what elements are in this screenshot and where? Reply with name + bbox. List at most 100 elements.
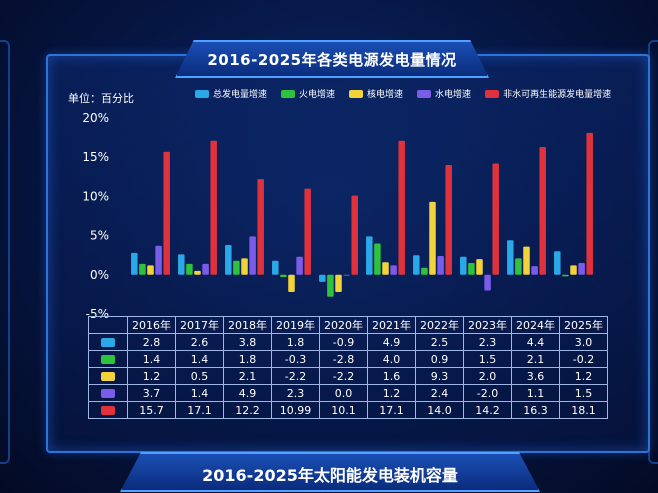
bar-0-2 <box>147 265 154 275</box>
chart-title: 2016-2025年各类电源发电量情况 <box>207 50 457 69</box>
x-tick-label: 2020年 <box>319 316 368 334</box>
data-label: 1.1 <box>511 384 560 402</box>
unit-label: 单位：百分比 <box>68 92 134 105</box>
x-tick-label: 2021年 <box>367 316 416 334</box>
data-label: 16.3 <box>511 401 560 419</box>
bar-4-4 <box>351 195 358 275</box>
data-label: 1.4 <box>175 350 224 368</box>
data-label: -0.3 <box>271 350 320 368</box>
bar-6-3 <box>437 255 444 275</box>
table-row: 1.4 1.4 1.8 -0.3 -2.8 4.0 0.9 1.5 2.1 -0.2 <box>88 350 608 368</box>
table-corner <box>88 316 128 334</box>
data-label: -2.2 <box>271 367 320 385</box>
data-label: 2.5 <box>415 333 464 351</box>
row-key <box>88 350 128 368</box>
bar-8-0 <box>507 240 514 275</box>
legend-swatch <box>485 89 500 98</box>
y-tick-label: 20% <box>82 111 109 125</box>
row-key <box>88 384 128 402</box>
legend-label: 非水可再生能源发电量增速 <box>503 90 612 100</box>
data-label: 4.9 <box>223 384 272 402</box>
bar-5-3 <box>390 265 397 275</box>
data-label: 2.6 <box>175 333 224 351</box>
bar-0-1 <box>139 263 146 275</box>
bar-6-0 <box>413 255 420 275</box>
bar-0-0 <box>131 252 138 275</box>
chart-legend: 总发电量增速 火电增速 核电增速 水电增速 非水可再生能源发电量增速 <box>195 87 611 100</box>
bar-8-1 <box>515 258 522 275</box>
data-label: 1.2 <box>127 367 176 385</box>
bar-2-4 <box>257 179 264 275</box>
table-row: 2.8 2.6 3.8 1.8 -0.9 4.9 2.5 2.3 4.4 3.0 <box>88 333 608 351</box>
y-tick-label: 10% <box>82 189 109 203</box>
bar-2-1 <box>233 260 240 275</box>
legend-item: 非水可再生能源发电量增速 <box>485 87 611 100</box>
data-label: 2.3 <box>463 333 512 351</box>
y-tick-label: 5% <box>90 229 109 243</box>
left-frame-decoration <box>0 40 10 464</box>
bar-8-4 <box>539 147 546 275</box>
row-swatch <box>101 389 115 398</box>
data-label: 12.2 <box>223 401 272 419</box>
legend-label: 总发电量增速 <box>213 90 268 100</box>
bar-9-1 <box>562 274 569 277</box>
table-row: 1.2 0.5 2.1 -2.2 -2.2 1.6 9.3 2.0 3.6 1.2 <box>88 367 608 385</box>
bar-7-4 <box>492 163 499 275</box>
data-label: 4.0 <box>367 350 416 368</box>
x-tick-label: 2022年 <box>415 316 464 334</box>
bar-5-1 <box>374 243 381 275</box>
row-swatch <box>101 406 115 415</box>
data-label: 2.0 <box>463 367 512 385</box>
data-label: -2.2 <box>319 367 368 385</box>
data-label: 17.1 <box>367 401 416 419</box>
data-label: 1.5 <box>463 350 512 368</box>
data-label: 17.1 <box>175 401 224 419</box>
data-label: 1.8 <box>223 350 272 368</box>
data-label: -0.9 <box>319 333 368 351</box>
bar-5-2 <box>382 262 389 275</box>
data-label: 4.9 <box>367 333 416 351</box>
legend-item: 总发电量增速 <box>195 87 267 100</box>
data-label: 1.4 <box>175 384 224 402</box>
bar-1-3 <box>202 263 209 275</box>
legend-swatch <box>281 89 296 98</box>
bar-9-0 <box>554 251 561 275</box>
legend-item: 核电增速 <box>349 87 403 100</box>
bar-4-3 <box>343 274 350 276</box>
legend-label: 核电增速 <box>367 90 404 100</box>
data-label: 1.6 <box>367 367 416 385</box>
data-label: 2.1 <box>511 350 560 368</box>
x-tick-label: 2018年 <box>223 316 272 334</box>
bar-9-2 <box>570 265 577 275</box>
bar-6-4 <box>445 165 452 275</box>
bar-3-0 <box>272 260 279 275</box>
data-label: 14.2 <box>463 401 512 419</box>
bar-2-2 <box>241 258 248 275</box>
data-label: 9.3 <box>415 367 464 385</box>
row-key <box>88 333 128 351</box>
bar-3-4 <box>304 188 311 275</box>
data-label: 18.1 <box>559 401 608 419</box>
legend-label: 水电增速 <box>435 90 472 100</box>
bar-1-2 <box>194 270 201 275</box>
row-swatch <box>101 372 115 381</box>
x-tick-label: 2023年 <box>463 316 512 334</box>
legend-swatch <box>349 89 364 98</box>
data-label: 0.0 <box>319 384 368 402</box>
legend-swatch <box>417 89 432 98</box>
row-swatch <box>101 355 115 364</box>
data-label: 1.2 <box>367 384 416 402</box>
x-tick-label: 2017年 <box>175 316 224 334</box>
bar-3-1 <box>280 274 287 278</box>
next-section-title-bar: 2016-2025年太阳能发电装机容量 <box>120 452 540 492</box>
data-label: 1.5 <box>559 384 608 402</box>
row-key <box>88 401 128 419</box>
data-label: 2.1 <box>223 367 272 385</box>
bar-5-4 <box>398 140 405 275</box>
bar-4-2 <box>335 274 342 293</box>
bar-9-4 <box>586 132 593 275</box>
x-tick-label: 2016年 <box>127 316 176 334</box>
data-label: 1.8 <box>271 333 320 351</box>
bar-4-1 <box>327 274 334 297</box>
